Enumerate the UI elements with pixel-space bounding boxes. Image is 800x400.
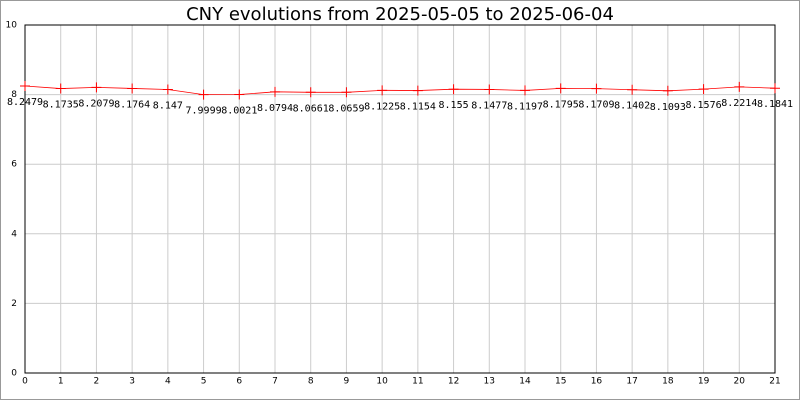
point-marker xyxy=(412,85,423,96)
x-tick-label: 12 xyxy=(448,377,459,387)
data-label: 8.1709 xyxy=(578,100,614,111)
data-label: 8.2479 xyxy=(7,97,43,108)
x-tick-label: 14 xyxy=(519,377,531,387)
x-tick-label: 4 xyxy=(165,377,171,387)
axes-box xyxy=(24,24,776,374)
data-label: 8.155 xyxy=(439,100,469,111)
data-label: 8.1735 xyxy=(43,100,79,111)
x-tick-label: 10 xyxy=(376,377,388,387)
data-label: 8.0659 xyxy=(328,103,364,114)
x-tick-label: 5 xyxy=(201,377,207,387)
data-label: 8.1093 xyxy=(650,102,686,113)
x-tick-label: 6 xyxy=(236,377,242,387)
y-tick-label: 8 xyxy=(11,90,17,100)
x-tick-label: 13 xyxy=(484,377,495,387)
point-marker xyxy=(698,84,709,95)
series-line xyxy=(24,85,776,96)
x-tick-label: 0 xyxy=(22,377,28,387)
data-label: 8.2214 xyxy=(721,98,757,109)
x-tick-label: 19 xyxy=(698,377,710,387)
x-tick-label: 2 xyxy=(94,377,100,387)
point-marker xyxy=(770,83,780,94)
point-marker xyxy=(377,85,388,96)
x-tick-label: 21 xyxy=(769,377,780,387)
point-marker xyxy=(20,80,30,91)
point-marker xyxy=(555,83,566,94)
x-tick-label: 16 xyxy=(591,377,603,387)
x-tick-label: 18 xyxy=(662,377,674,387)
data-label: 8.147 xyxy=(153,100,183,111)
x-tick-label: 1 xyxy=(58,377,64,387)
x-tick-label: 8 xyxy=(308,377,314,387)
x-tick-label: 3 xyxy=(129,377,135,387)
x-tick-label: 9 xyxy=(344,377,350,387)
point-marker xyxy=(591,83,602,94)
data-label: 8.2079 xyxy=(78,98,114,109)
y-tick-label: 4 xyxy=(11,229,17,239)
y-tick-label: 10 xyxy=(6,21,18,31)
y-tick-label: 0 xyxy=(11,369,17,379)
point-marker xyxy=(198,89,209,100)
x-tick-label: 7 xyxy=(272,377,278,387)
data-label: 8.1841 xyxy=(757,99,793,110)
chart-title: CNY evolutions from 2025-05-05 to 2025-0… xyxy=(186,4,614,25)
point-marker xyxy=(55,83,66,94)
data-label: 8.0021 xyxy=(221,106,257,117)
data-label: 8.1576 xyxy=(686,100,722,111)
y-tick-label: 6 xyxy=(11,160,17,170)
data-label: 7.9999 xyxy=(186,106,222,117)
point-marker xyxy=(341,87,352,98)
data-label: 8.1477 xyxy=(471,100,507,111)
data-label: 8.0794 xyxy=(257,103,293,114)
data-label: 8.0661 xyxy=(293,103,329,114)
plot-area xyxy=(25,25,775,373)
point-marker xyxy=(484,84,495,95)
point-marker xyxy=(627,84,638,95)
point-marker xyxy=(662,85,673,96)
point-marker xyxy=(734,81,745,92)
data-label: 8.1197 xyxy=(507,101,543,112)
point-marker xyxy=(305,87,316,98)
x-tick-label: 11 xyxy=(412,377,423,387)
point-marker xyxy=(520,85,530,96)
point-marker xyxy=(234,89,245,100)
data-label: 8.1402 xyxy=(614,101,650,112)
data-label: 8.1225 xyxy=(364,101,400,112)
x-tick-label: 20 xyxy=(734,377,746,387)
point-marker xyxy=(91,82,102,93)
point-marker xyxy=(162,84,173,95)
y-tick-label: 2 xyxy=(11,299,17,309)
point-marker xyxy=(448,84,459,95)
data-label: 8.1154 xyxy=(400,102,436,113)
data-label: 8.1795 xyxy=(543,99,579,110)
data-label: 8.1764 xyxy=(114,99,150,110)
x-tick-label: 15 xyxy=(555,377,566,387)
point-marker xyxy=(127,83,138,94)
x-tick-label: 17 xyxy=(626,377,637,387)
point-marker xyxy=(270,86,280,97)
